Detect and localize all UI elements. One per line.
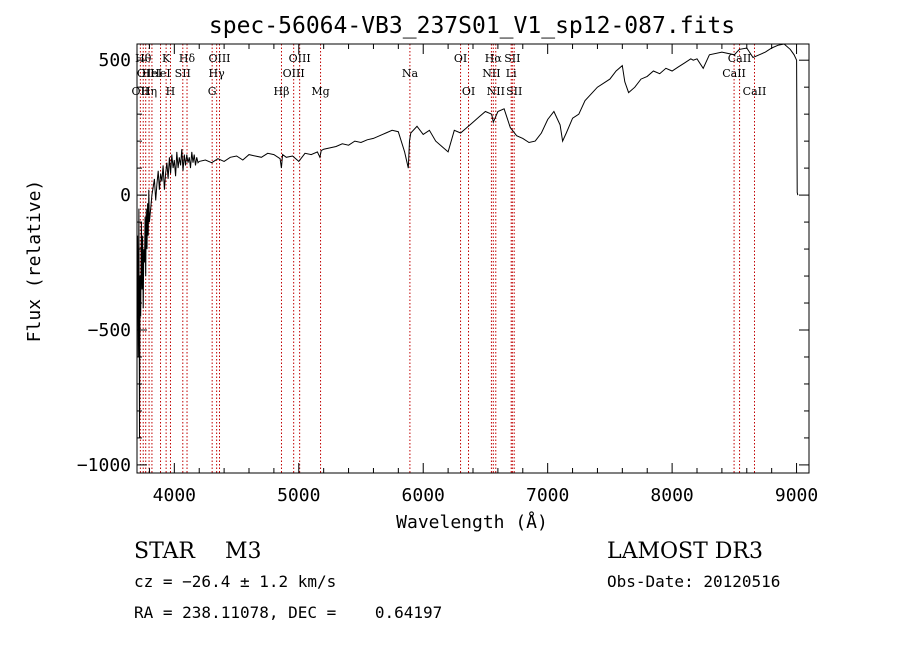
x-axis-ticks: 4000 5000 6000 7000 8000 9000 [148, 44, 818, 506]
line-marker-label-2: OII [137, 67, 155, 80]
redshift-velocity: cz = −26.4 ± 1.2 km/s [134, 572, 337, 591]
line-marker-label-7: H [166, 85, 176, 98]
line-marker-label-28: CaII [743, 85, 767, 98]
line-marker-label-9: Hδ [179, 52, 196, 65]
y-axis-ticks: −1000 −500 0 500 [77, 50, 809, 476]
line-marker-label-26: CaII [722, 67, 746, 80]
x-tick-label-5: 9000 [775, 485, 818, 506]
line-marker-label-5: HeI [150, 67, 170, 80]
subclass-text: M3 [225, 539, 262, 564]
line-marker-label-8: SII [175, 67, 191, 80]
survey-name: LAMOST DR3 [607, 539, 763, 564]
line-marker-label-17: Na [402, 67, 419, 80]
line-marker-label-6: K [162, 52, 171, 65]
class-text: STAR [134, 539, 195, 564]
flux-series-line [136, 43, 799, 438]
line-marker-label-11: Hγ [209, 67, 226, 80]
line-marker-label-13: Hβ [274, 85, 290, 98]
observation-date: Obs-Date: 20120516 [607, 572, 781, 591]
coordinates: RA = 238.11078, DEC = 0.64197 [134, 603, 443, 622]
line-marker-label-27: CaII [728, 52, 752, 65]
line-marker-label-12: OIII [208, 52, 230, 65]
line-marker-label-19: OI [462, 85, 475, 98]
y-tick-label-1: −500 [88, 320, 131, 341]
line-marker-label-14: OIII [283, 67, 305, 80]
object-class: STAR M3 [134, 539, 262, 564]
line-marker-label-15: OIII [289, 52, 311, 65]
x-tick-label-1: 5000 [277, 485, 320, 506]
chart-title: spec-56064-VB3_237S01_V1_sp12-087.fits [209, 13, 735, 39]
line-marker-label-20: NII [482, 67, 500, 80]
y-tick-label-0: −1000 [77, 455, 131, 476]
plot-frame [136, 43, 810, 474]
line-marker-label-0: OII [132, 85, 150, 98]
y-tick-label-2: 0 [120, 185, 131, 206]
line-marker-label-22: NII [487, 85, 505, 98]
y-axis-label: Flux (relative) [24, 180, 45, 343]
y-tick-label-3: 500 [98, 50, 131, 71]
x-tick-label-3: 7000 [526, 485, 569, 506]
x-axis-label: Wavelength (Å) [396, 511, 548, 533]
x-tick-label-2: 6000 [402, 485, 445, 506]
line-marker-label-4: HeI [142, 67, 162, 80]
line-marker-label-21: Hα [485, 52, 503, 65]
line-marker-label-25: SII [506, 85, 522, 98]
line-markers [139, 44, 755, 473]
line-marker-label-1: Hθ [135, 52, 152, 65]
line-marker-label-24: SII [504, 52, 520, 65]
line-marker-label-18: OI [454, 52, 467, 65]
line-marker-label-10: G [208, 85, 217, 98]
line-marker-label-16: Mg [311, 85, 329, 98]
line-marker-label-3: Hη [141, 85, 157, 98]
line-marker-label-23: Li [506, 67, 517, 80]
x-tick-label-4: 8000 [650, 485, 693, 506]
x-tick-label-0: 4000 [153, 485, 196, 506]
line-marker-labels: OIIHθOIIHηHeIHeIKHSIIHδGHγOIIIHβOIIIOIII… [132, 52, 767, 98]
